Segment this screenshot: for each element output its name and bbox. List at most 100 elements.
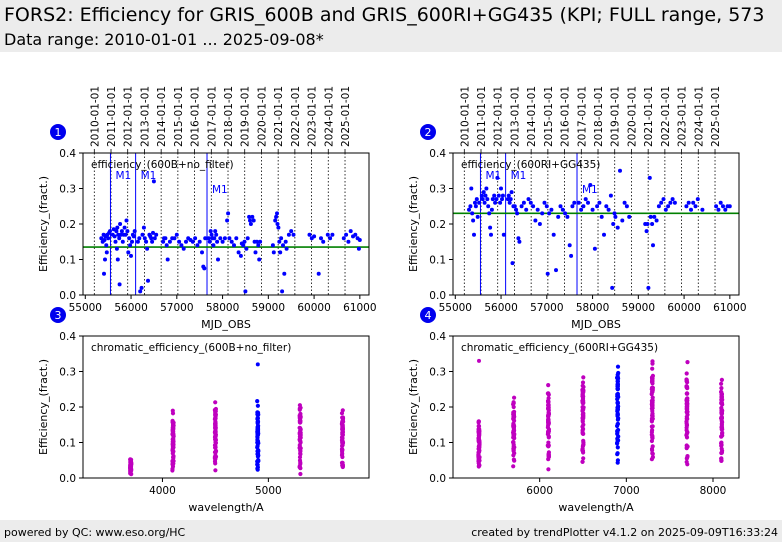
data-point [684, 416, 690, 422]
legend-label: efficiency_(600B+no_filter) [91, 159, 234, 171]
data-point [481, 190, 486, 195]
data-point [258, 239, 263, 244]
y-tick-label: 0.4 [59, 148, 76, 160]
data-point [278, 250, 283, 255]
data-point [546, 396, 551, 401]
data-point [114, 229, 119, 234]
data-point [580, 389, 586, 395]
panel-number-label: 2 [425, 126, 432, 139]
data-point [247, 214, 252, 219]
data-point [255, 362, 260, 367]
data-point [500, 193, 505, 198]
data-point [546, 440, 551, 445]
y-tick-label: 0.3 [59, 184, 76, 196]
data-point [586, 200, 590, 205]
data-point [592, 246, 597, 251]
data-point [179, 243, 184, 248]
data-point [127, 236, 132, 241]
y-tick-label: 0.0 [429, 473, 446, 485]
data-point [170, 466, 175, 471]
x-tick-label: 61000 [343, 302, 376, 314]
data-point [234, 236, 239, 241]
y-tick-label: 0.3 [429, 367, 446, 379]
data-point [489, 232, 493, 237]
data-point [649, 430, 655, 435]
date-tick-label: 2010-01-01 [459, 86, 471, 147]
data-point [236, 250, 241, 255]
data-point [476, 420, 481, 425]
date-tick-label: 2018-01-01 [593, 86, 605, 147]
data-point [341, 236, 346, 241]
data-point [297, 458, 303, 463]
data-point [270, 243, 275, 248]
data-point [112, 234, 117, 239]
data-point [117, 282, 122, 287]
date-tick-label: 2017-01-01 [576, 86, 588, 147]
data-point [511, 453, 516, 458]
data-point [282, 271, 287, 276]
date-tick-label: 2019-01-01 [610, 86, 622, 147]
data-point [174, 232, 179, 237]
data-point [138, 289, 143, 294]
panel-number-label: 1 [55, 126, 62, 139]
data-point [511, 440, 516, 445]
date-tick-label: 2022-01-01 [660, 86, 672, 147]
data-point [229, 239, 234, 244]
data-point [684, 391, 690, 396]
data-point [649, 424, 655, 429]
data-point [546, 417, 551, 422]
data-point [115, 257, 120, 262]
data-point [514, 207, 519, 212]
data-point [508, 197, 513, 202]
data-point [238, 253, 243, 258]
data-point [580, 459, 585, 464]
data-point [220, 239, 225, 244]
data-point [232, 243, 236, 248]
data-point [298, 471, 303, 477]
data-point [141, 225, 146, 230]
data-point [727, 204, 732, 209]
data-point [255, 462, 260, 467]
data-point [721, 204, 725, 209]
data-point [588, 183, 593, 187]
data-point [340, 439, 345, 445]
data-point [597, 200, 602, 205]
date-tick-label: 2014-01-01 [526, 86, 538, 147]
data-point [254, 239, 259, 244]
data-point [700, 207, 705, 212]
data-point [546, 391, 551, 396]
data-point [486, 204, 491, 209]
data-point [213, 434, 218, 439]
data-point [569, 253, 574, 258]
data-point [650, 361, 655, 366]
date-tick-label: 2020-01-01 [626, 86, 638, 147]
x-axis-label: wavelength/A [188, 501, 264, 514]
data-point [544, 204, 549, 209]
data-point [719, 395, 724, 400]
data-point [357, 238, 362, 242]
data-point [125, 229, 130, 234]
data-point [325, 232, 330, 237]
data-point [213, 400, 218, 405]
data-point [615, 386, 620, 392]
date-tick-label: 2018-01-01 [223, 86, 235, 147]
data-point [171, 420, 176, 425]
data-point [659, 200, 664, 205]
data-point [511, 448, 516, 453]
data-point [646, 285, 651, 290]
data-point [142, 236, 147, 241]
data-point [627, 214, 632, 219]
data-point [684, 446, 689, 451]
data-point [590, 207, 595, 212]
event-label: M1 [115, 170, 131, 182]
data-point [243, 289, 248, 294]
data-point [546, 444, 551, 449]
data-point [248, 222, 253, 226]
data-point [255, 449, 260, 454]
data-point [202, 266, 207, 271]
data-point [245, 236, 250, 241]
data-point [689, 207, 693, 212]
data-point [213, 416, 218, 421]
footer-powered-by: powered by QC: www.eso.org/HC [4, 526, 186, 539]
